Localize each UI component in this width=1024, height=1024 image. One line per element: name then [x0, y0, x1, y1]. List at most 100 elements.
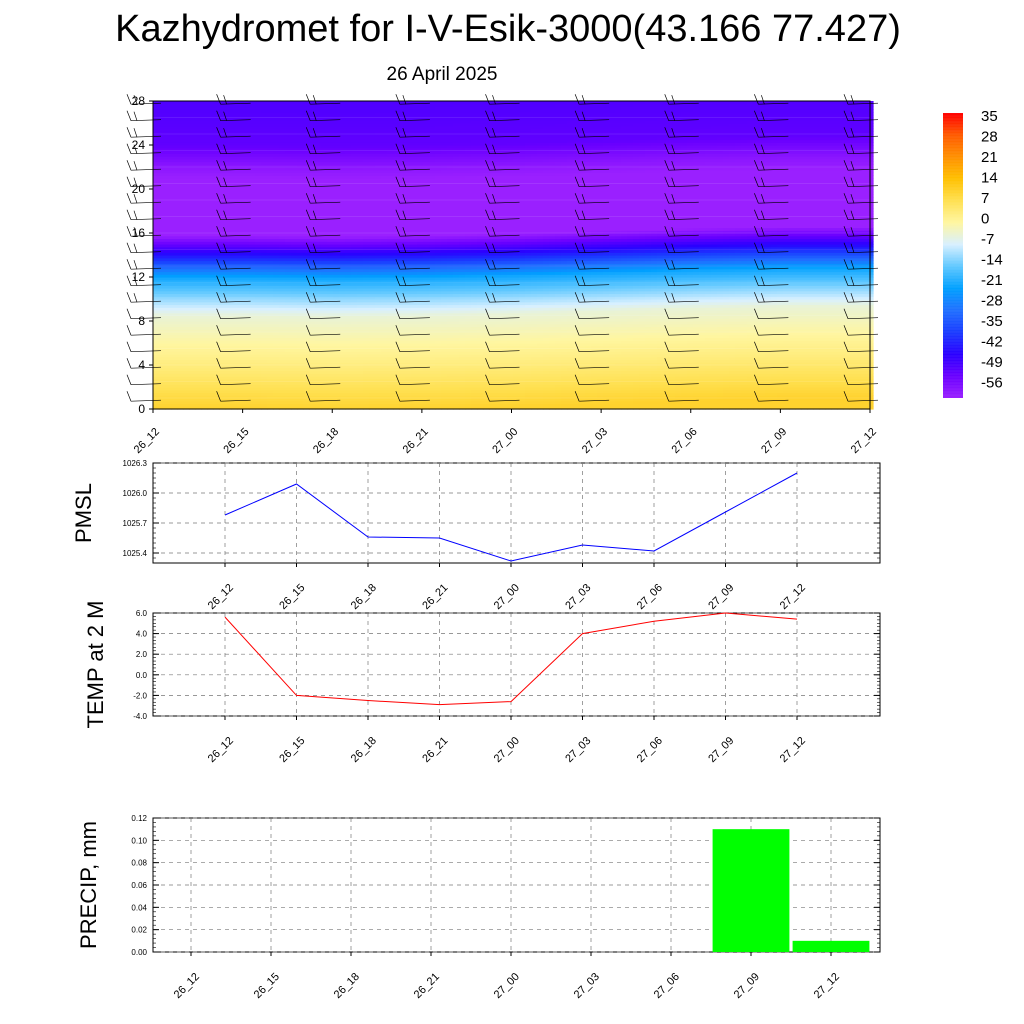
- heatmap-cell: [297, 392, 304, 396]
- heatmap-cell: [153, 164, 160, 168]
- heatmap-cell: [213, 233, 220, 237]
- heatmap-cell: [279, 362, 286, 366]
- heatmap-cell: [219, 164, 226, 168]
- heatmap-cell: [201, 365, 208, 369]
- heatmap-cell: [177, 109, 184, 113]
- heatmap-cell: [213, 334, 220, 339]
- heatmap-cell: [171, 263, 178, 267]
- heatmap-cell: [165, 384, 172, 388]
- heatmap-cell: [225, 216, 232, 220]
- heatmap-cell: [255, 274, 262, 278]
- heatmap-cell: [219, 233, 226, 237]
- heatmap-cell: [267, 365, 274, 369]
- heatmap-cell: [285, 120, 292, 124]
- heatmap-cell: [153, 257, 160, 262]
- heatmap-cell: [279, 211, 286, 215]
- heatmap-cell: [297, 136, 304, 141]
- heatmap-cell: [303, 362, 310, 366]
- heatmap-cell: [231, 216, 238, 220]
- heatmap-cell: [243, 326, 250, 330]
- heatmap-cell: [195, 145, 202, 149]
- heatmap-cell: [201, 370, 208, 374]
- heatmap-cell: [219, 288, 226, 292]
- heatmap-cell: [291, 323, 298, 328]
- heatmap-cell: [309, 301, 316, 306]
- heatmap-cell: [213, 277, 220, 281]
- heatmap-cell: [231, 189, 238, 193]
- heatmap-cell: [231, 356, 238, 361]
- heatmap-cell: [171, 120, 178, 124]
- heatmap-cell: [315, 356, 322, 361]
- heatmap-cell: [363, 101, 370, 105]
- heatmap-cell: [183, 266, 190, 270]
- heatmap-cell: [267, 381, 274, 385]
- heatmap-cell: [165, 271, 172, 275]
- heatmap-cell: [195, 249, 202, 253]
- heatmap-cell: [177, 260, 184, 264]
- heatmap-cell: [189, 230, 196, 234]
- heatmap-cell: [165, 348, 172, 352]
- heatmap-cell: [315, 191, 322, 196]
- heatmap-cell: [201, 222, 208, 226]
- heatmap-cell: [195, 359, 202, 363]
- heatmap-cell: [183, 326, 190, 330]
- heatmap-cell: [249, 150, 256, 154]
- heatmap-cell: [297, 362, 304, 366]
- heatmap-cell: [153, 307, 160, 311]
- heatmap-cell: [195, 101, 202, 105]
- heatmap-cell: [231, 359, 238, 363]
- heatmap-cell: [255, 406, 262, 410]
- heatmap-cell: [267, 387, 274, 391]
- heatmap-cell: [291, 158, 298, 163]
- heatmap-cell: [165, 197, 172, 201]
- heatmap-cell: [303, 359, 310, 363]
- heatmap-cell: [201, 252, 208, 256]
- heatmap-cell: [153, 301, 160, 306]
- heatmap-cell: [201, 310, 208, 314]
- heatmap-cell: [177, 274, 184, 278]
- heatmap-cell: [183, 271, 190, 275]
- heatmap-cell: [153, 345, 160, 350]
- heatmap-cell: [273, 134, 280, 138]
- heatmap-cell: [165, 235, 172, 240]
- heatmap-cell: [195, 186, 202, 190]
- heatmap-cell: [321, 172, 328, 176]
- heatmap-cell: [171, 153, 178, 157]
- heatmap-cell: [207, 304, 214, 308]
- heatmap-cell: [171, 106, 178, 110]
- heatmap-cell: [219, 216, 226, 220]
- heatmap-cell: [237, 296, 244, 300]
- heatmap-cell: [195, 301, 202, 306]
- heatmap-cell: [177, 233, 184, 237]
- heatmap-cell: [153, 315, 160, 319]
- heatmap-cell: [153, 128, 160, 132]
- heatmap-cell: [261, 150, 268, 154]
- heatmap-cell: [291, 255, 298, 259]
- heatmap-cell: [291, 142, 298, 146]
- heatmap-cell: [321, 244, 328, 248]
- heatmap-cell: [219, 156, 226, 160]
- heatmap-cell: [159, 378, 166, 383]
- heatmap-cell: [159, 147, 166, 152]
- heatmap-cell: [243, 224, 250, 229]
- heatmap-cell: [171, 290, 178, 295]
- heatmap-cell: [225, 219, 232, 223]
- heatmap-cell: [249, 398, 256, 402]
- heatmap-cell: [321, 169, 328, 174]
- heatmap-cell: [249, 299, 256, 303]
- heatmap-cell: [315, 255, 322, 259]
- heatmap-cell: [189, 161, 196, 165]
- heatmap-cell: [189, 252, 196, 256]
- heatmap-cell: [189, 392, 196, 396]
- heatmap-cell: [231, 194, 238, 198]
- heatmap-cell: [321, 263, 328, 267]
- heatmap-cell: [303, 145, 310, 149]
- heatmap-cell: [183, 332, 190, 336]
- heatmap-cell: [189, 400, 196, 405]
- heatmap-cell: [177, 367, 184, 372]
- heatmap-cell: [213, 183, 220, 187]
- heatmap-cell: [219, 370, 226, 374]
- heatmap-cell: [309, 312, 316, 317]
- heatmap-cell: [177, 304, 184, 308]
- heatmap-cell: [171, 351, 178, 355]
